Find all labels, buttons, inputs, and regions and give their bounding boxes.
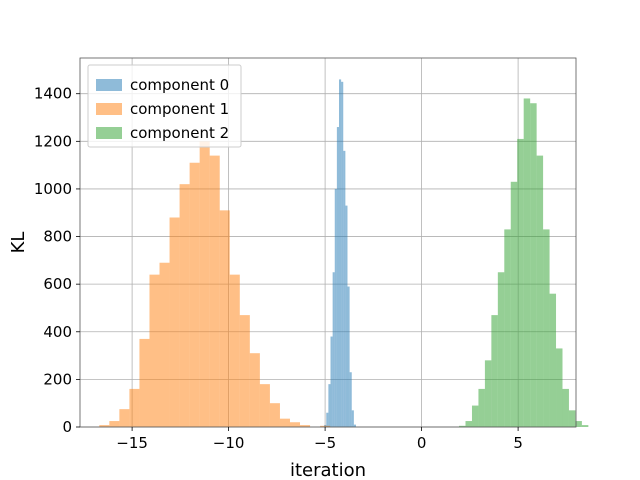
histogram-bar [556,348,563,427]
histogram-bar [179,184,190,427]
histogram-bar [279,418,290,427]
x-axis-label: iteration [290,460,366,480]
histogram-bar [510,181,518,427]
histogram-bar [517,138,524,427]
x-tick-label: −15 [116,434,148,452]
histogram-bar [336,127,340,428]
histogram-bar [289,422,301,427]
histogram-bar [199,141,210,428]
histogram-bar [536,155,544,427]
histogram-bar [465,421,472,427]
histogram-bar [339,79,342,427]
histogram-bar [347,286,350,427]
y-tick-label: 600 [43,275,72,293]
histogram-bar [345,205,348,427]
y-tick-label: 1000 [34,180,72,198]
histogram-bar [549,293,557,427]
histogram-bar [491,315,498,427]
histogram-bar [351,410,354,427]
legend-swatch [96,127,122,139]
histogram-bar [343,150,346,427]
histogram-bar [169,217,180,427]
histogram-bar [478,388,485,427]
histogram-bar [320,425,331,427]
series-2 [459,98,589,427]
histogram-bar [269,403,280,427]
legend-box [87,64,242,148]
histogram-bar [328,384,331,427]
histogram-bar [229,274,240,427]
histogram-bar [334,188,337,427]
histogram-bars [99,79,589,428]
histogram-bar [353,424,356,427]
y-tick-label: 400 [43,323,72,341]
legend-label: component 2 [130,124,229,142]
series-1 [99,141,331,428]
histogram-bar [341,81,344,427]
histogram-bar [530,103,537,427]
y-tick-label: 0 [62,418,72,436]
histogram-bar [543,229,550,427]
histogram-bar [259,384,270,427]
legend: component 0 component 1 component 2 [87,64,242,148]
series-0 [324,79,356,428]
histogram-bar [330,336,333,427]
histogram-bar [581,425,589,427]
x-tick-label: 5 [513,434,523,452]
histogram-bar [119,409,130,427]
y-tick-label: 1400 [34,85,72,103]
histogram-bar [326,412,329,427]
histogram-bar [484,360,492,427]
histogram-bar [129,388,140,427]
histogram-bar [332,272,335,427]
legend-label: component 1 [130,100,229,118]
histogram-bar [149,274,160,427]
histogram-bar [219,210,230,427]
y-axis-label: KL [8,232,29,254]
x-tick-label: −10 [213,434,245,452]
histogram-bar [159,262,170,427]
histogram-bar [189,162,200,427]
histogram-bar [139,338,150,427]
histogram-bar [209,155,220,427]
y-tick-label: 200 [43,370,72,388]
x-tick-label: −5 [314,434,336,452]
histogram-bar [562,388,569,427]
histogram-bar [459,425,466,427]
histogram-bar [99,425,110,427]
histogram-bar [568,410,576,427]
histogram-bar [523,98,531,427]
y-tick-label: 1200 [34,132,72,150]
legend-swatch [96,103,122,115]
histogram-bar [349,372,352,427]
histogram-bar [504,229,511,427]
axis-ticks: −15 −10 −5 0 5 0 200 400 600 800 1000 1200 1400 [34,85,523,452]
legend-label: component 0 [130,76,229,94]
histogram-bar [249,353,260,427]
histogram-bar [239,315,250,427]
x-tick-label: 0 [417,434,427,452]
histogram-bar [497,272,505,427]
histogram-bar [109,421,120,427]
y-tick-label: 800 [43,228,72,246]
histogram-bar [300,425,311,427]
legend-swatch [96,79,122,91]
histogram-bar [575,421,582,427]
plot-frame [79,57,577,428]
histogram-bar [471,405,479,427]
